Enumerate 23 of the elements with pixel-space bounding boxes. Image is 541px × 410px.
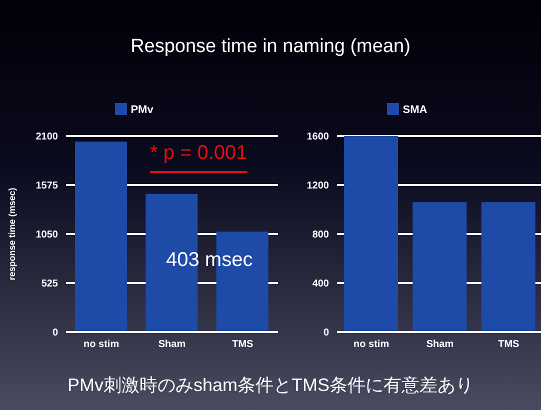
chart-title: Response time in naming (mean) xyxy=(130,36,412,58)
y-axis-title: response time (msec) xyxy=(7,188,18,280)
y-tick-label: 400 xyxy=(312,278,330,290)
x-tick-label: Sham xyxy=(158,339,186,350)
legend-label: SMA xyxy=(402,104,428,116)
y-tick-label: 0 xyxy=(52,328,58,339)
annotation: * p = 0.001 xyxy=(150,142,248,165)
x-tick-label: no stim xyxy=(84,339,120,350)
y-tick-label: 1050 xyxy=(36,230,58,241)
text: PMv刺激時のみsham条件とTMS条件に有意差あり xyxy=(66,374,474,397)
y-tick-label: 800 xyxy=(312,230,330,241)
y-tick-label: 1600 xyxy=(306,132,330,143)
annotation: 403 msec xyxy=(166,249,253,272)
x-tick-label: TMS xyxy=(232,339,254,350)
y-tick-label: 1575 xyxy=(36,180,58,192)
y-tick-label: 0 xyxy=(323,328,330,339)
y-tick-label: 2100 xyxy=(36,132,58,143)
x-tick-label: TMS xyxy=(498,339,520,350)
legend-label: PMv xyxy=(130,104,154,116)
x-tick-label: no stim xyxy=(354,339,390,350)
y-tick-label: 1200 xyxy=(306,180,330,192)
y-tick-label: 525 xyxy=(41,278,58,290)
x-tick-label: Sham xyxy=(426,339,454,350)
